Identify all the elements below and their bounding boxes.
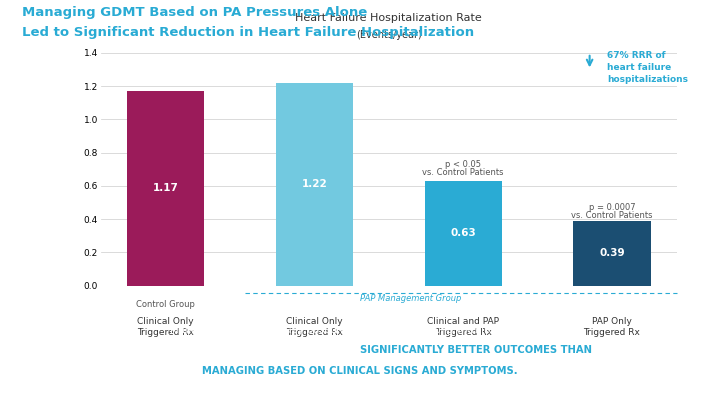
- Text: Led to Significant Reduction in Heart Failure Hospitalization: Led to Significant Reduction in Heart Fa…: [22, 26, 474, 39]
- Text: vs. Control Patients: vs. Control Patients: [423, 168, 504, 177]
- Text: Clinical Only
Triggered Rx: Clinical Only Triggered Rx: [138, 317, 194, 337]
- Text: (Events/year): (Events/year): [356, 30, 422, 40]
- Text: 1.22: 1.22: [302, 179, 328, 189]
- Text: Heart Failure Hospitalization Rate: Heart Failure Hospitalization Rate: [295, 13, 482, 23]
- Text: p < 0.05: p < 0.05: [445, 160, 481, 169]
- Text: MANAGING BASED ON CLINICAL SIGNS AND SYMPTOMS.: MANAGING BASED ON CLINICAL SIGNS AND SYM…: [202, 366, 518, 375]
- Text: vs. Control Patients: vs. Control Patients: [571, 211, 653, 220]
- Bar: [573, 221, 651, 286]
- Text: Managing GDMT Based on PA Pressures Alone: Managing GDMT Based on PA Pressures Alon…: [22, 6, 367, 19]
- Text: 67% RRR of
heart failure
hospitalizations: 67% RRR of heart failure hospitalization…: [608, 51, 688, 84]
- Text: PAP Only
Triggered Rx: PAP Only Triggered Rx: [583, 317, 640, 337]
- Bar: [425, 181, 502, 286]
- Text: Clinical and PAP
Triggered Rx: Clinical and PAP Triggered Rx: [427, 317, 499, 337]
- Text: Managing medical therapy based on PA pressures, along with follow-up labs: Managing medical therapy based on PA pre…: [170, 325, 550, 335]
- Text: 0.39: 0.39: [599, 248, 625, 258]
- Bar: [276, 83, 353, 286]
- Text: p = 0.0007: p = 0.0007: [589, 203, 635, 212]
- Bar: [127, 91, 204, 286]
- Text: and patient assessment, led to: and patient assessment, led to: [202, 345, 360, 355]
- Text: 0.63: 0.63: [450, 228, 476, 238]
- Text: Clinical Only
Triggered Rx: Clinical Only Triggered Rx: [286, 317, 343, 337]
- Text: PAP Management Group: PAP Management Group: [360, 294, 461, 303]
- Text: Control Group: Control Group: [136, 300, 195, 309]
- Text: SIGNIFICANTLY BETTER OUTCOMES THAN: SIGNIFICANTLY BETTER OUTCOMES THAN: [360, 345, 592, 355]
- Text: 1.17: 1.17: [153, 183, 179, 193]
